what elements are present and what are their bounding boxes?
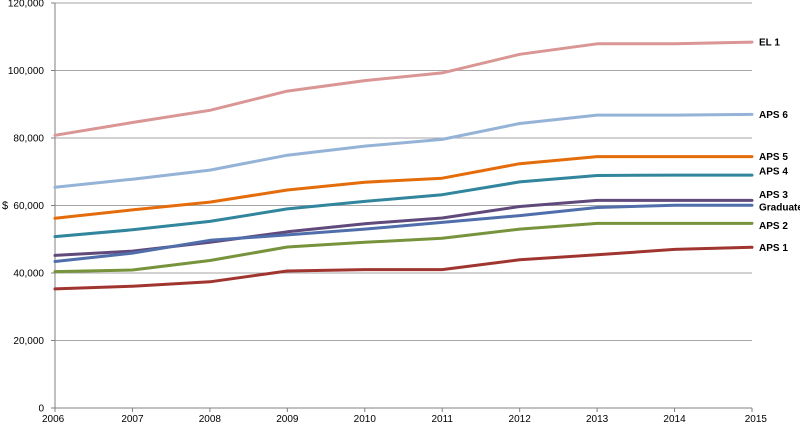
y-tick-label: 60,000 — [13, 201, 44, 212]
series-line-aps-2 — [53, 221, 754, 274]
series-line-el-1 — [53, 40, 754, 137]
series-label-aps-3: APS 3 — [759, 190, 788, 201]
x-tick-label: 2012 — [509, 414, 532, 425]
x-tick-label: 2009 — [276, 414, 299, 425]
series-line-aps-4 — [53, 173, 754, 239]
series-lines — [53, 40, 754, 291]
x-tick-label: 2006 — [42, 414, 65, 425]
series-label-aps-2: APS 2 — [759, 221, 788, 232]
axes — [51, 2, 753, 412]
series-line-aps-6 — [53, 112, 754, 189]
series-label-aps-6: APS 6 — [759, 110, 788, 121]
series-line-aps-5 — [53, 155, 754, 220]
series-label-el-1: EL 1 — [759, 38, 780, 49]
x-tick-label: 2014 — [663, 414, 686, 425]
x-tick-label: 2010 — [354, 414, 377, 425]
y-tick-label: 0 — [38, 404, 44, 415]
y-tick-label: 100,000 — [8, 66, 45, 77]
series-label-aps-4: APS 4 — [759, 167, 788, 178]
y-axis-label: $ — [2, 200, 8, 212]
x-tick-labels: 2006 2007 2008 2009 2010 2011 2012 2013 2014 2015 — [42, 414, 767, 425]
y-tick-label: 40,000 — [13, 269, 44, 280]
x-tick-label: 2011 — [431, 414, 453, 425]
x-tick-label: 2008 — [199, 414, 222, 425]
y-tick-label: 80,000 — [13, 134, 44, 145]
y-tick-label: 20,000 — [13, 336, 44, 347]
series-label-aps-1: APS 1 — [759, 243, 788, 254]
series-label-aps-5: APS 5 — [759, 152, 788, 163]
series-labels: EL 1 APS 6 APS 5 APS 4 APS 3 Graduate APS 2 APS… — [759, 38, 800, 254]
x-tick-label: 2007 — [121, 414, 144, 425]
series-line-graduate — [53, 203, 754, 263]
gridlines — [55, 2, 752, 341]
series-line-aps-1 — [53, 245, 754, 291]
y-tick-label: 120,000 — [8, 0, 45, 10]
x-tick-label: 2013 — [586, 414, 609, 425]
x-tick-label: 2015 — [745, 414, 768, 425]
series-label-graduate: Graduate — [759, 203, 800, 214]
y-tick-labels: 0 20,000 40,000 60,000 80,000 100,000 120,000 — [8, 0, 45, 415]
